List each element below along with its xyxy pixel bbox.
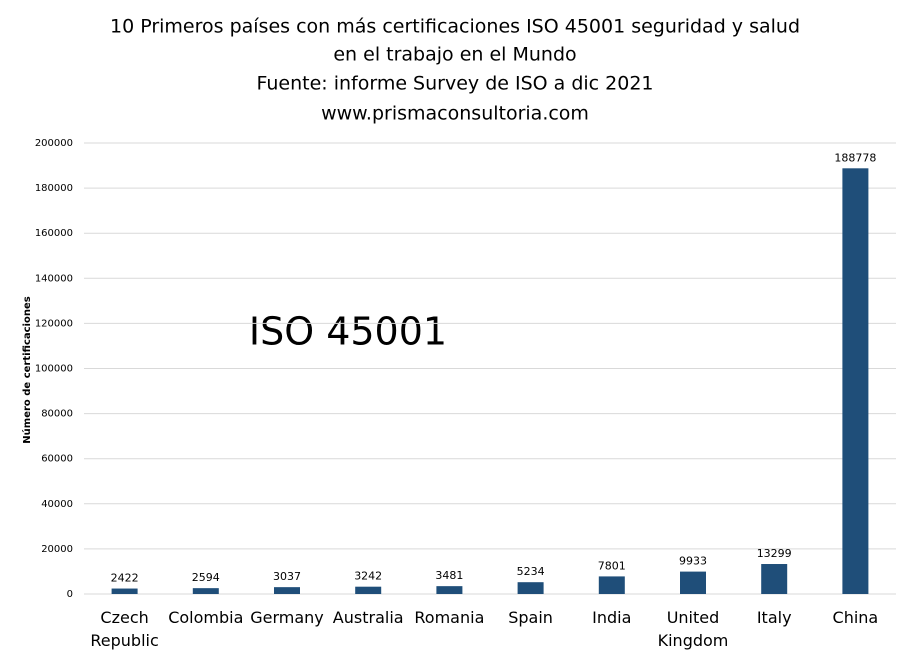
bar (517, 582, 544, 594)
chart-title: en el trabajo en el Mundo (333, 44, 576, 66)
y-axis-label: Número de certificaciones (21, 296, 33, 443)
value-label: 3037 (273, 570, 301, 583)
value-label: 2594 (192, 571, 220, 584)
x-tick-label: Czech Republic (90, 608, 159, 650)
y-tick-label: 80000 (41, 409, 73, 420)
value-label: 5234 (517, 565, 545, 578)
y-tick-label: 40000 (41, 499, 73, 510)
bar (192, 588, 219, 594)
value-label: 7801 (598, 559, 626, 572)
bar (111, 588, 138, 594)
value-label: 3481 (435, 569, 463, 582)
x-tick-label: Italy (756, 608, 792, 627)
annotation: ISO 45001 (249, 310, 447, 354)
chart-title: www.prismaconsultoria.com (321, 103, 589, 125)
bar (680, 571, 706, 594)
value-label: 2422 (111, 572, 139, 585)
y-tick-label: 60000 (41, 454, 73, 465)
x-tick-label: United Kingdom (657, 608, 729, 650)
x-tick-label: Germany (250, 608, 324, 627)
bar (436, 586, 463, 594)
x-tick-label: Australia (332, 608, 404, 627)
x-tick-label: Colombia (168, 608, 244, 627)
y-tick-label: 140000 (35, 273, 73, 284)
bar (761, 564, 788, 594)
x-tick-label: Spain (508, 608, 553, 627)
y-tick-label: 120000 (35, 318, 73, 329)
bar (598, 576, 625, 594)
x-tick-label: Romania (414, 608, 485, 627)
bar (355, 586, 382, 594)
x-tick-label: India (592, 608, 632, 627)
y-tick-label: 100000 (35, 364, 73, 375)
value-label: 9933 (679, 555, 707, 568)
y-tick-label: 160000 (35, 228, 73, 239)
chart-title: 10 Primeros países con más certificacion… (110, 16, 800, 38)
y-tick-label: 20000 (41, 544, 73, 555)
value-label: 188778 (834, 151, 876, 164)
value-label: 3242 (354, 570, 382, 583)
bar (274, 587, 300, 594)
chart-title: Fuente: informe Survey de ISO a dic 2021 (256, 73, 653, 95)
x-tick-label: China (832, 608, 879, 627)
value-label: 13299 (757, 547, 792, 560)
y-tick-label: 180000 (35, 183, 73, 194)
y-tick-label: 0 (67, 589, 73, 600)
bar (842, 168, 869, 594)
y-tick-label: 200000 (35, 138, 73, 149)
